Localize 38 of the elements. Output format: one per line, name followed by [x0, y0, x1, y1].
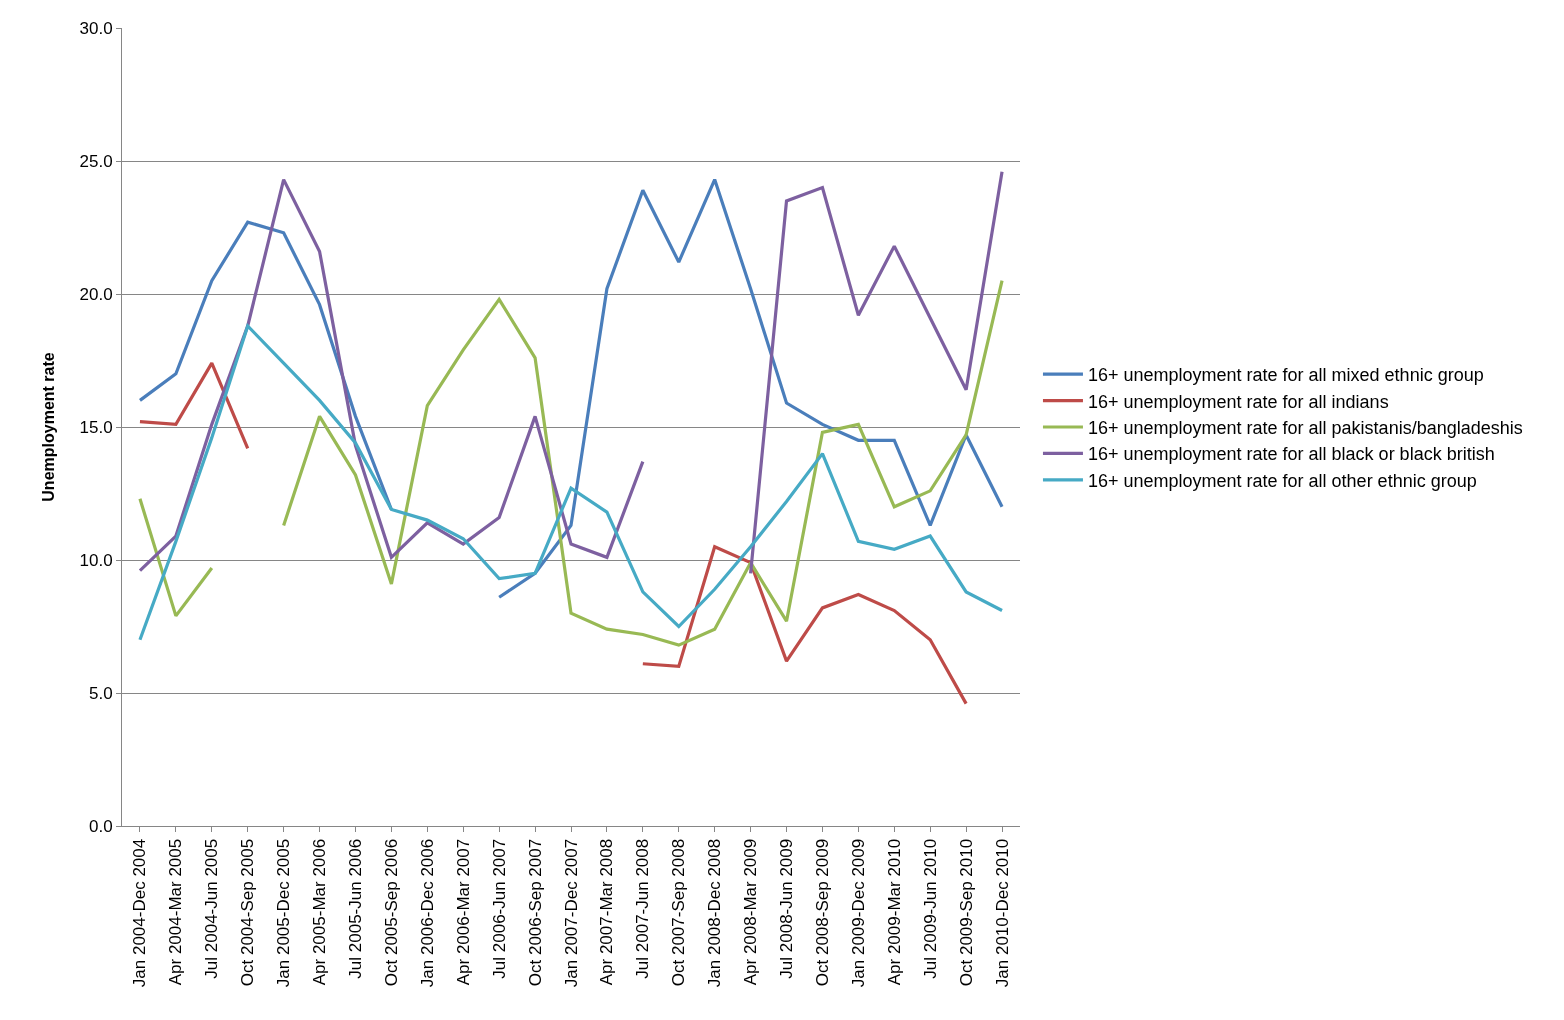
legend-label: 16+ unemployment rate for all mixed ethnic group — [1087, 365, 1484, 386]
y-tick-label: 5.0 — [88, 683, 113, 703]
x-tick-label: Oct 2007-Sep 2008 — [669, 838, 689, 987]
x-tick-label: Oct 2005-Sep 2006 — [381, 838, 401, 987]
x-tick-label: Oct 2006-Sep 2007 — [525, 838, 545, 987]
y-tick-label: 0.0 — [88, 816, 113, 836]
legend-label: 16+ unemployment rate for all indians — [1087, 391, 1389, 412]
x-tick-label: Jul 2008-Jun 2009 — [777, 838, 797, 979]
x-tick-label: Jan 2008-Dec 2008 — [705, 838, 725, 988]
x-tick-label: Apr 2005-Mar 2006 — [310, 838, 330, 986]
y-tick-label: 25.0 — [79, 151, 113, 171]
legend-label: 16+ unemployment rate for all pakistanis/bangladeshis — [1087, 418, 1523, 439]
y-tick-label: 10.0 — [79, 550, 113, 570]
x-tick-label: Jan 2010-Dec 2010 — [992, 838, 1012, 988]
x-tick-label: Apr 2008-Mar 2009 — [741, 838, 761, 986]
y-tick-label: 15.0 — [79, 417, 113, 437]
x-tick-label: Jan 2007-Dec 2007 — [561, 838, 581, 988]
x-tick-label: Apr 2007-Mar 2008 — [597, 838, 617, 986]
legend-label: 16+ unemployment rate for all black or black british — [1087, 444, 1495, 465]
x-tick-label: Jan 2005-Dec 2005 — [274, 838, 294, 988]
y-tick-label: 30.0 — [79, 18, 113, 38]
x-tick-label: Oct 2008-Sep 2009 — [812, 838, 832, 987]
x-tick-label: Jan 2009-Dec 2009 — [848, 838, 868, 988]
x-tick-label: Jul 2005-Jun 2006 — [346, 838, 366, 979]
x-tick-label: Jan 2004-Dec 2004 — [130, 838, 150, 988]
y-axis-title: Unemployment rate — [40, 352, 58, 502]
x-tick-label: Apr 2006-Mar 2007 — [453, 838, 473, 986]
legend-label: 16+ unemployment rate for all other ethnic group — [1087, 470, 1477, 491]
x-tick-label: Apr 2009-Mar 2010 — [884, 838, 904, 986]
x-tick-label: Apr 2004-Mar 2005 — [166, 838, 186, 986]
x-tick-label: Jul 2009-Jun 2010 — [920, 838, 940, 979]
x-tick-label: Jan 2006-Dec 2006 — [417, 838, 437, 988]
x-tick-label: Oct 2004-Sep 2005 — [238, 838, 258, 987]
y-tick-label: 20.0 — [79, 284, 113, 304]
x-tick-label: Jul 2004-Jun 2005 — [202, 838, 222, 979]
x-tick-label: Jul 2006-Jun 2007 — [489, 838, 509, 979]
x-tick-label: Jul 2007-Jun 2008 — [633, 838, 653, 979]
x-tick-label: Oct 2009-Sep 2010 — [956, 838, 976, 987]
